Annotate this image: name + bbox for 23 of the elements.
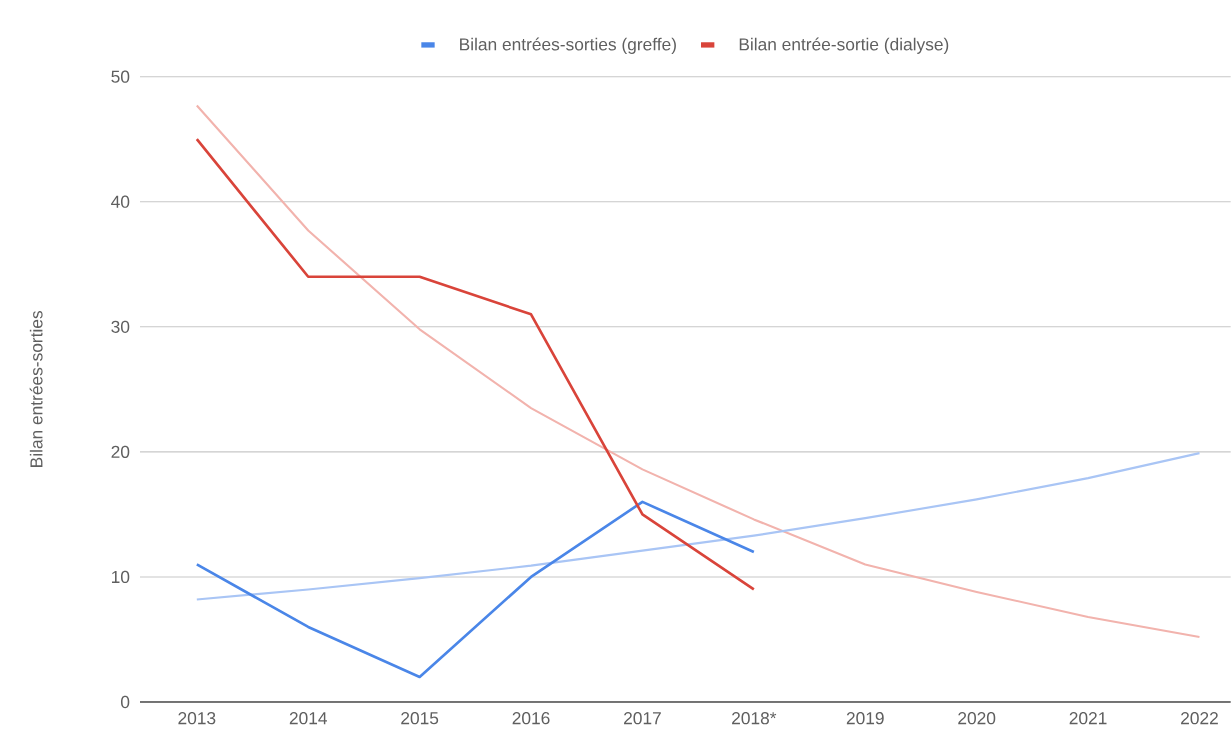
line-series (195, 137, 756, 591)
y-tick-label: 40 (111, 195, 130, 208)
x-tick-label: 2016 (512, 712, 550, 725)
x-tick-label: 2022 (1181, 712, 1218, 725)
x-tick-label: 2019 (846, 712, 884, 725)
line-series (195, 452, 1201, 601)
x-tick-label: 2013 (178, 712, 216, 725)
y-tick-label: 20 (111, 445, 130, 458)
line-series (195, 104, 1201, 639)
x-tick-label: 2020 (958, 712, 996, 725)
y-tick-label: 0 (120, 695, 130, 709)
x-tick-label: 2017 (624, 712, 661, 725)
x-tick-label: 2021 (1069, 712, 1107, 725)
y-tick-label: 30 (111, 320, 130, 333)
y-tick-label: 50 (111, 70, 130, 83)
line-series (195, 500, 756, 679)
y-axis-title: Bilan entrées-sorties (29, 310, 43, 467)
legend-label: Bilan entrée-sortie (dialyse) (739, 37, 949, 54)
x-tick-label: 2018* (732, 712, 777, 725)
y-tick-label: 10 (112, 570, 130, 584)
x-tick-label: 2014 (289, 712, 327, 725)
x-tick-label: 2015 (401, 712, 439, 725)
legend-label: Bilan entrées-sorties (greffe) (460, 37, 676, 54)
